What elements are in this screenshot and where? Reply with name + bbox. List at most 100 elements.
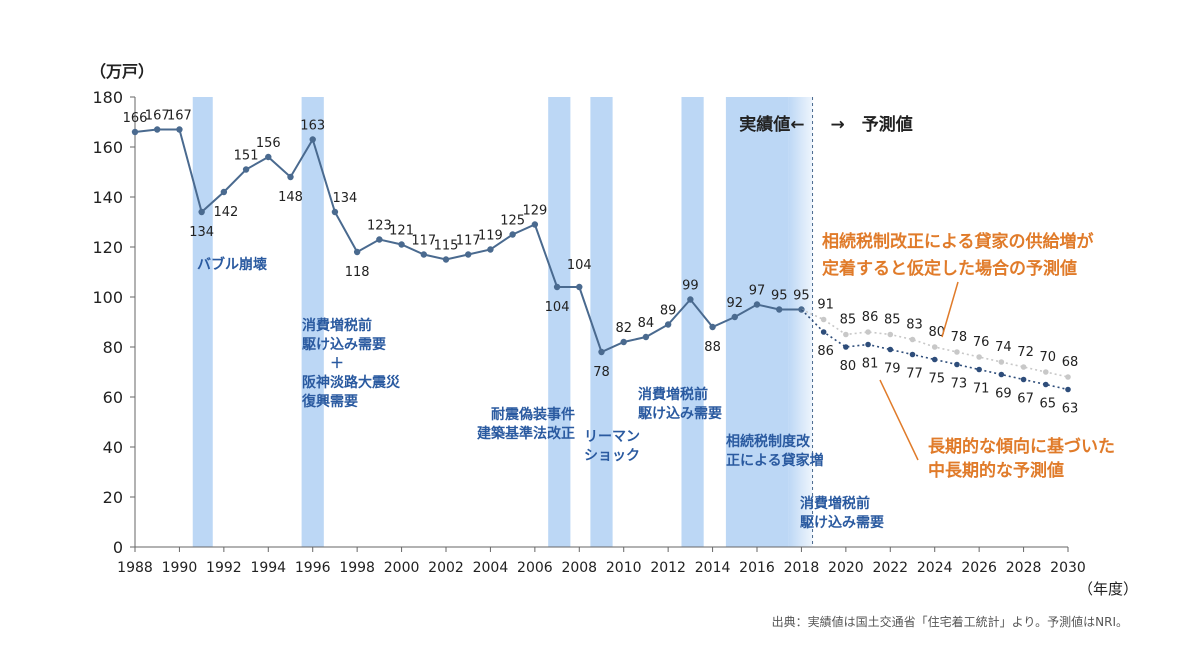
data-label: 163 — [300, 119, 325, 134]
data-label: 89 — [660, 304, 677, 319]
data-point — [509, 231, 516, 238]
data-label: 99 — [682, 279, 699, 294]
band-label-line: 建築基準法改正 — [477, 425, 575, 442]
data-point — [731, 313, 738, 321]
data-point — [1042, 381, 1049, 388]
x-tick-label: 2008 — [561, 560, 597, 576]
y-tick-label: 180 — [92, 88, 123, 107]
data-point — [976, 366, 982, 373]
data-point — [353, 248, 361, 256]
data-point — [465, 251, 472, 258]
data-label: 71 — [973, 382, 990, 397]
x-tick-label: 2028 — [1006, 560, 1042, 576]
x-tick-label: 2030 — [1050, 560, 1086, 576]
data-point — [976, 354, 982, 360]
data-label: 95 — [771, 289, 788, 304]
source-note: 出典：実績値は国土交通省「住宅着工統計」より。予測値はNRI。 — [771, 615, 1128, 629]
y-tick-label: 160 — [92, 138, 123, 157]
data-point — [598, 348, 605, 356]
data-label: 97 — [749, 284, 766, 299]
x-tick-label: 2026 — [961, 560, 997, 576]
data-point — [220, 188, 228, 196]
data-point — [531, 221, 539, 228]
data-label: 74 — [995, 340, 1012, 355]
data-label: 148 — [278, 190, 303, 205]
forecast-low-annotation-line: 中長期的な予測値 — [928, 460, 1064, 481]
data-label: 80 — [928, 325, 945, 340]
data-label: 121 — [389, 224, 414, 239]
data-label: 119 — [478, 229, 503, 244]
data-point — [1065, 374, 1071, 380]
data-label: 86 — [862, 310, 879, 325]
y-tick-label: 60 — [103, 388, 123, 407]
data-point — [198, 208, 205, 216]
event-band — [301, 97, 324, 547]
forecast-high-annotation-line: 相続税制改正による貸家の供給増が — [822, 231, 1094, 252]
event-band — [192, 97, 213, 547]
data-point — [843, 344, 849, 350]
data-label: 166 — [123, 111, 148, 126]
data-point — [931, 344, 938, 350]
data-label: 85 — [840, 313, 857, 328]
data-label: 104 — [567, 258, 592, 273]
data-point — [954, 349, 960, 355]
data-point — [843, 331, 849, 338]
data-point — [753, 301, 761, 308]
x-tick-label: 1992 — [206, 560, 242, 576]
event-band — [590, 97, 613, 547]
data-point — [954, 361, 960, 368]
data-label: 80 — [840, 359, 857, 374]
data-point — [154, 126, 161, 133]
y-tick-label: 20 — [103, 488, 123, 507]
data-label: 123 — [367, 219, 392, 234]
data-point — [331, 208, 339, 216]
event-band — [788, 97, 813, 547]
data-label: 77 — [906, 367, 923, 382]
band-label-line: 阪神淡路大震災 — [302, 374, 401, 391]
data-point — [998, 371, 1005, 378]
band-label-line: 駆け込み需要 — [638, 405, 722, 422]
y-tick-label: 100 — [92, 288, 123, 307]
band-label-line: ショック — [584, 448, 640, 464]
y-tick-label: 40 — [103, 438, 123, 457]
x-tick-label: 2002 — [428, 560, 464, 576]
y-tick-label: 0 — [113, 538, 123, 557]
band-label: 消費増税前駆け込み需要 — [800, 495, 884, 531]
data-point — [887, 346, 894, 353]
x-tick-label: 1994 — [250, 560, 286, 576]
data-point — [709, 323, 716, 331]
forecast-low-annotation: 長期的な傾向に基づいた中長期的な予測値 — [928, 436, 1115, 481]
band-label: 消費増税前駆け込み需要 — [638, 386, 722, 422]
data-label: 68 — [1062, 355, 1079, 370]
data-point — [309, 136, 316, 143]
x-tick-label: 2012 — [650, 560, 686, 576]
data-label: 78 — [951, 330, 968, 345]
x-tick-label: 1998 — [339, 560, 375, 576]
event-band — [548, 97, 571, 547]
data-label: 73 — [951, 377, 968, 392]
data-label: 167 — [167, 109, 192, 124]
annotation-leader-line — [879, 379, 919, 461]
data-label: 83 — [906, 318, 923, 333]
data-label: 134 — [333, 191, 358, 206]
data-label: 72 — [1017, 345, 1034, 360]
data-label: 65 — [1040, 397, 1057, 412]
data-point — [131, 128, 139, 136]
actual-label: 実績値← — [739, 114, 804, 135]
band-label-line: 消費増税前 — [800, 495, 870, 512]
data-point — [998, 359, 1005, 365]
band-label-line: 耐震偽装事件 — [491, 406, 575, 423]
data-label: 95 — [793, 289, 810, 304]
data-point — [376, 236, 383, 243]
data-label: 167 — [145, 109, 170, 124]
data-label: 69 — [995, 387, 1012, 402]
data-point — [909, 351, 916, 358]
data-point — [1065, 386, 1071, 393]
data-label: 117 — [411, 234, 436, 249]
data-point — [1020, 364, 1027, 370]
x-tick-label: 2004 — [473, 560, 509, 576]
data-point — [776, 306, 783, 313]
data-point — [664, 321, 672, 328]
data-point — [487, 246, 494, 253]
data-point — [820, 316, 827, 323]
